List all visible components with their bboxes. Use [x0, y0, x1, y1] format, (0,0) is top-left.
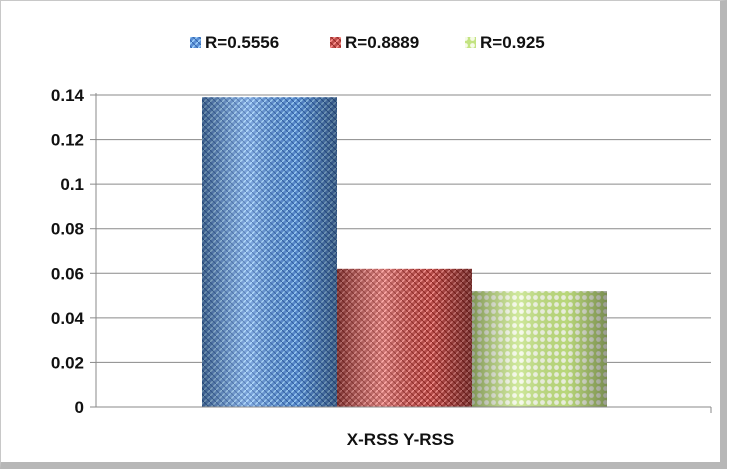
legend-swatch [330, 37, 341, 48]
y-tick-label: 0 [75, 398, 84, 417]
bar-shading [337, 268, 472, 407]
gridlines [96, 94, 711, 363]
legend-item: R=0.5556 [190, 33, 279, 52]
legend-item: R=0.8889 [330, 33, 419, 52]
y-tick-label: 0.14 [51, 86, 85, 105]
bar-shading [472, 291, 607, 407]
y-tick-label: 0.04 [51, 309, 85, 328]
bar-R=0.925 [472, 291, 607, 407]
legend-label: R=0.925 [480, 33, 545, 52]
x-axis-category-labels: X-RSS Y-RSS [347, 430, 454, 449]
bar-shading [202, 97, 337, 407]
y-tick-label: 0.06 [51, 264, 84, 283]
y-tick-label: 0.12 [51, 131, 84, 150]
legend-swatch [465, 37, 476, 48]
legend-swatch [190, 37, 201, 48]
legend-label: R=0.8889 [345, 33, 419, 52]
y-tick-label: 0.08 [51, 220, 84, 239]
y-tick-label: 0.02 [51, 353, 84, 372]
legend: R=0.5556 R=0.8889 R=0.925 [190, 33, 545, 52]
axes [90, 93, 712, 413]
legend-label: R=0.5556 [205, 33, 279, 52]
x-category-label: X-RSS Y-RSS [347, 430, 454, 449]
bar-R=0.8889 [337, 268, 472, 407]
y-tick-label: 0.1 [60, 175, 84, 194]
bar-R=0.5556 [202, 97, 337, 407]
bars [202, 97, 607, 407]
y-axis-tick-labels: 0 0.02 0.04 0.06 0.08 0.1 0.12 0.14 [51, 86, 85, 417]
legend-item: R=0.925 [465, 33, 545, 52]
